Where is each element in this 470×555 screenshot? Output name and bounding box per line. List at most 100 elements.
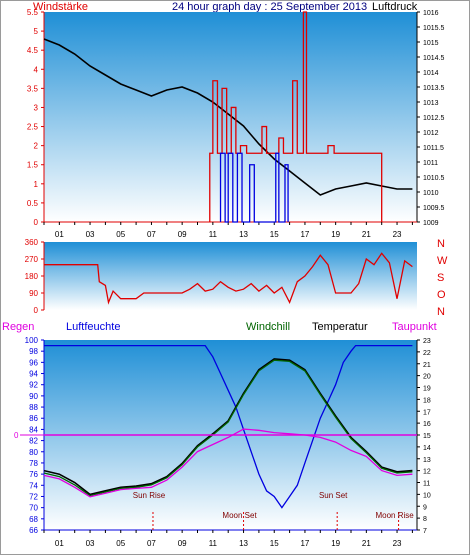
left-tick-label: 4 [34,65,39,74]
compass-label: S [437,272,444,284]
right-tick-label: 1012.5 [423,115,445,122]
x-tick-label: 19 [331,230,340,239]
right-tick-label: 15 [423,433,431,440]
right-tick-label: 1014 [423,70,439,77]
event-label: Sun Rise [133,491,166,500]
right-tick-label: 1014.5 [423,55,445,62]
blue-series-line [44,344,413,509]
right-tick-label: 1015.5 [423,25,445,32]
right-tick-label: 1009 [423,220,439,227]
compass-label: N [437,238,445,250]
x-tick-label: 03 [86,230,95,239]
right-tick-label: 1013.5 [423,85,445,92]
right-tick-label: 9 [423,504,427,511]
red-series-line [44,252,413,305]
right-tick-label: 1010 [423,190,439,197]
right-tick-label: 8 [423,516,427,523]
left-tick-label: 1 [34,180,39,189]
compass-label: O [437,289,446,301]
right-tick-label: 14 [423,445,431,452]
right-tick-label: 23 [423,338,431,345]
compass-label: N [437,306,445,318]
x-tick-label: 11 [209,230,218,239]
left-tick-label: 3 [34,103,39,112]
x-tick-label: 23 [393,539,402,548]
left-tick-label: 5.5 [27,8,39,17]
left-tick-label: 90 [29,392,38,401]
left-tick-label: 78 [29,459,38,468]
wind-axis-title: Windstärke [33,1,88,13]
x-tick-label: 15 [270,539,279,548]
right-tick-label: 11 [423,481,430,488]
right-tick-label: 12 [423,469,431,476]
event-label: Moon Set [222,511,257,520]
x-tick-label: 03 [86,539,95,548]
x-tick-label: 05 [116,539,125,548]
left-tick-label: 66 [29,526,38,535]
luftfeuchte-title: Luftfeuchte [66,321,120,333]
right-tick-label: 22 [423,350,431,357]
left-tick-label: 70 [29,504,38,513]
right-tick-label: 1010.5 [423,175,445,182]
taupunkt-title: Taupunkt [392,321,437,333]
x-tick-label: 13 [239,230,248,239]
compass-label: W [437,255,448,267]
right-tick-label: 19 [423,386,431,393]
left-tick-label: 3.5 [27,84,39,93]
right-tick-label: 1013 [423,100,439,107]
left-tick-label: 2.5 [27,123,39,132]
regen-title: Regen [2,321,34,333]
left-tick-label: 0.5 [27,199,39,208]
right-tick-label: 10 [423,492,431,499]
right-tick-label: 7 [423,528,427,535]
left-tick-label: 86 [29,414,38,423]
right-tick-label: 17 [423,409,431,416]
left-tick-label: 0 [34,306,39,315]
right-tick-label: 20 [423,374,431,381]
x-tick-label: 21 [362,539,371,548]
x-tick-label: 09 [178,230,187,239]
left-tick-label: 82 [29,437,38,446]
x-tick-label: 07 [147,230,156,239]
blue-series-line [219,152,289,223]
left-tick-label: 92 [29,381,38,390]
black-series-line [43,38,413,196]
left-tick-label: 0 [34,218,39,227]
wind-pressure-panel: 0 0.5 1 1.5 2 2.5 3 3.5 4 4.5 5 5.5 1009 1009.5 1010 10… [27,8,445,239]
left-tick-label: 270 [25,255,39,264]
green-series-line [43,359,413,497]
magenta-series-line [43,428,413,498]
x-tick-label: 05 [116,230,125,239]
right-tick-label: 1011 [423,160,438,167]
left-tick-label: 76 [29,470,38,479]
right-tick-label: 13 [423,457,431,464]
left-tick-label: 80 [29,448,38,457]
left-tick-label: 4.5 [27,46,39,55]
left-tick-label: 74 [29,481,38,490]
right-tick-label: 1015 [423,40,439,47]
x-tick-label: 23 [393,230,402,239]
left-tick-label: 180 [25,272,39,281]
left-tick-label: 90 [29,289,38,298]
x-tick-label: 09 [178,539,187,548]
regen-zero-label: 0 [14,431,19,440]
right-tick-label: 1016 [423,10,439,17]
x-tick-label: 07 [147,539,156,548]
left-tick-label: 2 [34,142,39,151]
event-label: Moon Rise [375,511,414,520]
left-tick-label: 98 [29,347,38,356]
left-tick-label: 360 [25,238,39,247]
event-label: Sun Set [319,491,348,500]
right-tick-label: 1011.5 [423,145,444,152]
right-tick-label: 16 [423,421,431,428]
wind-direction-plot-area [44,242,417,310]
x-tick-label: 21 [362,230,371,239]
right-tick-label: 1009.5 [423,205,445,212]
chart-title: 24 hour graph day : 25 September 2013 [172,1,367,13]
left-tick-label: 84 [29,425,38,434]
left-tick-label: 100 [25,336,39,345]
left-tick-label: 1.5 [27,161,39,170]
left-tick-label: 88 [29,403,38,412]
